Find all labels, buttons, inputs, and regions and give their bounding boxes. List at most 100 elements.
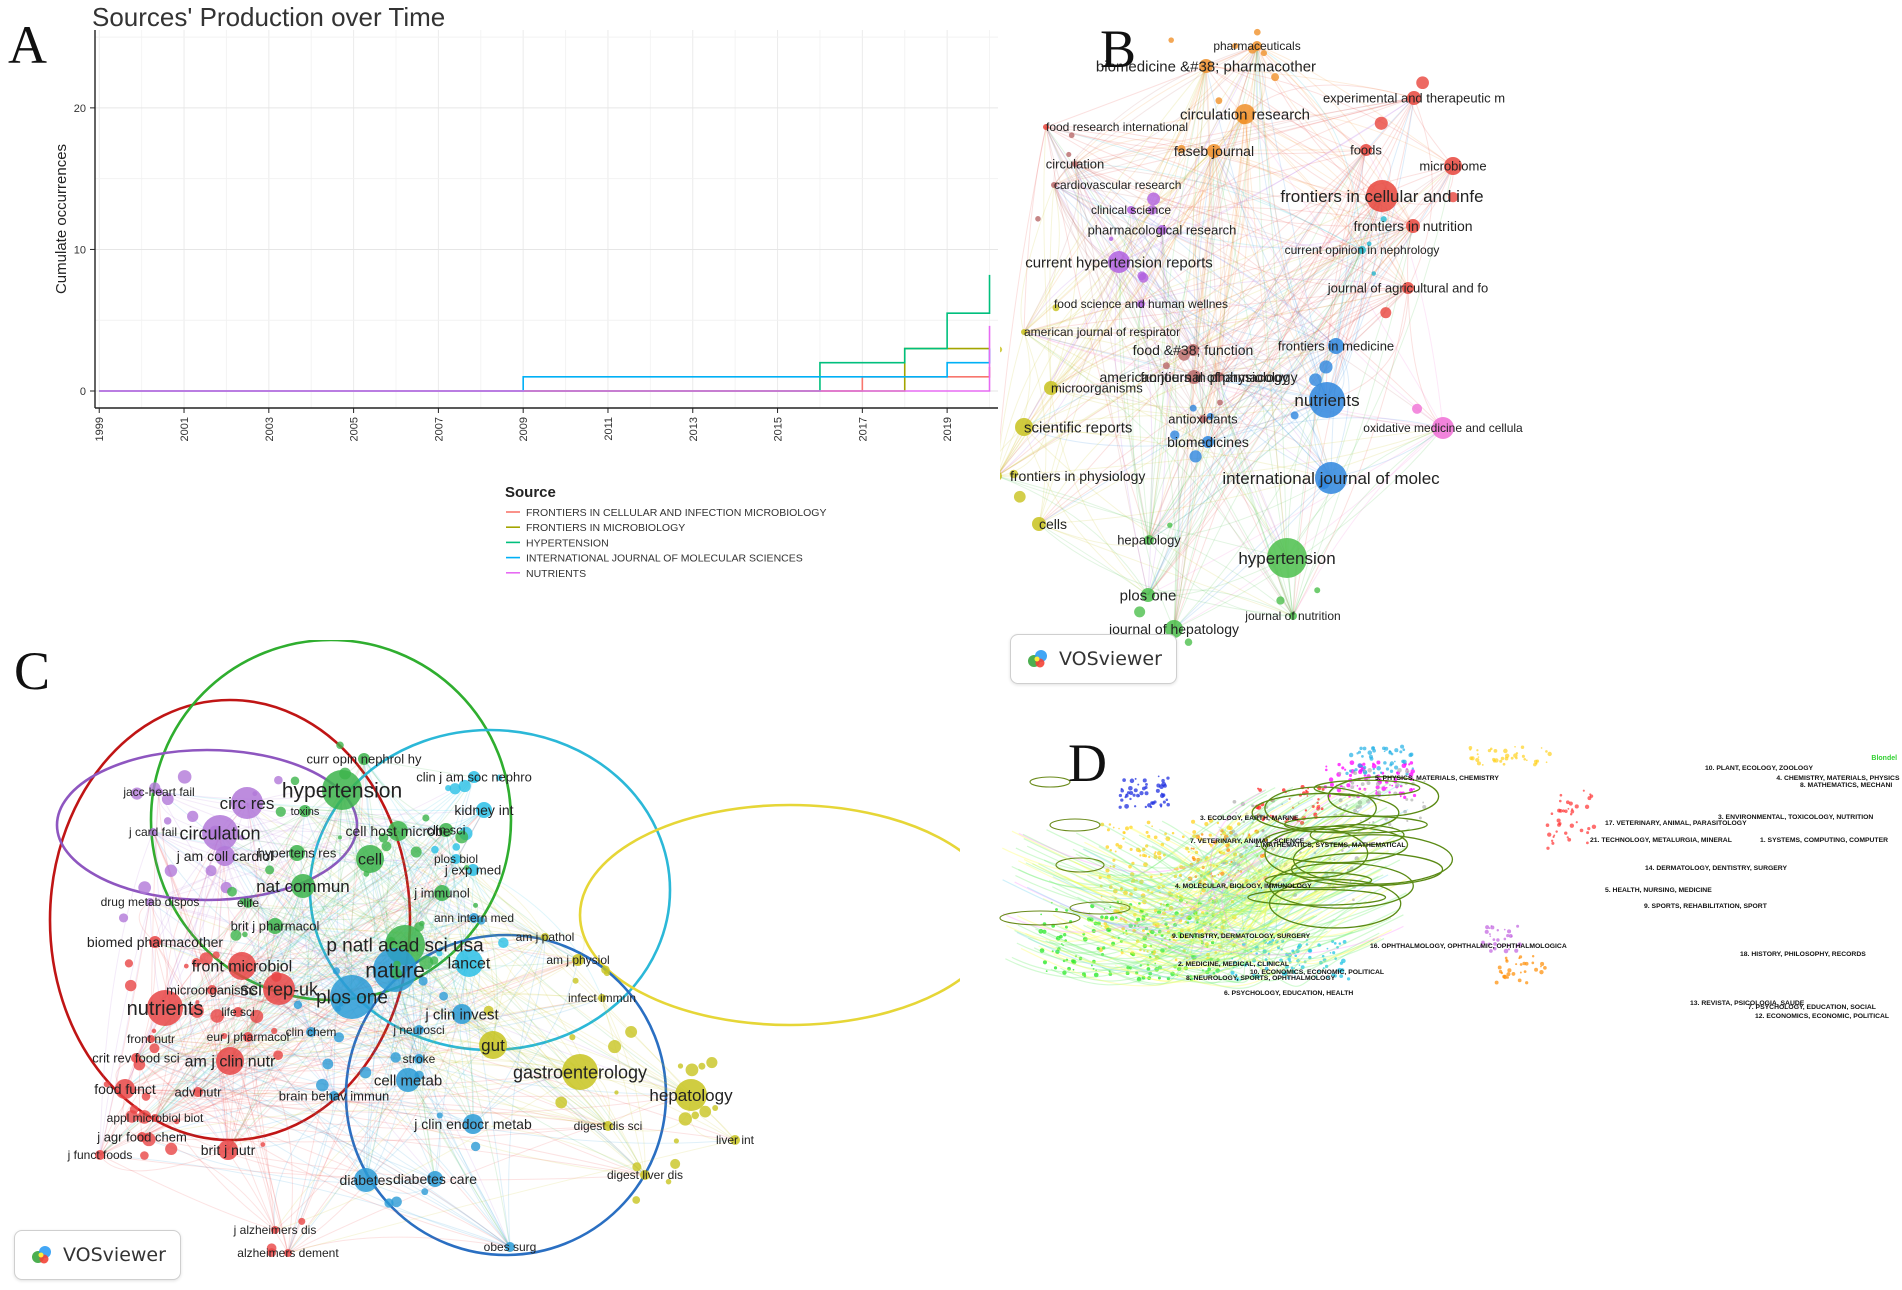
map-point (1150, 891, 1154, 894)
map-label: 2. MEDICINE, MEDICAL, CLINICAL (1178, 961, 1289, 968)
map-point (1093, 921, 1098, 926)
network-edge (1256, 45, 1288, 559)
map-point (1213, 874, 1216, 878)
cluster-ellipse (999, 910, 1081, 926)
map-point (1209, 923, 1213, 926)
map-point (1422, 804, 1427, 810)
map-point (1062, 959, 1066, 963)
map-point (1348, 769, 1352, 773)
map-point (1091, 928, 1096, 934)
map-point (1129, 892, 1133, 897)
map-point (1408, 772, 1414, 778)
citation-flow (1194, 823, 1338, 901)
network-node (354, 1168, 378, 1192)
vosviewer-badge-b: VOSviewer (1010, 634, 1177, 684)
network-node (356, 845, 384, 873)
map-point (1064, 925, 1068, 929)
network-node (1021, 329, 1027, 335)
node-label: oxidative medicine and cellula (1363, 421, 1523, 435)
network-edge (1207, 165, 1454, 443)
network-edge (1023, 426, 1209, 447)
network-edge (149, 789, 343, 903)
map-point (1586, 841, 1589, 845)
map-point (1479, 944, 1483, 948)
network-edge (246, 802, 447, 831)
network-edge (1148, 225, 1414, 541)
map-point (1142, 928, 1145, 932)
network-node (337, 835, 342, 840)
network-edge (459, 962, 474, 1125)
map-point (1236, 862, 1241, 867)
network-edge (141, 1029, 420, 1138)
map-label: 3. ENVIRONMENTAL, TOXICOLOGY, NUTRITION (1718, 814, 1873, 821)
citation-flow (1038, 821, 1263, 963)
node-label: ann intern med (434, 911, 514, 925)
network-edge (302, 885, 475, 928)
map-point (1112, 826, 1115, 829)
network-node (419, 955, 434, 970)
map-point (1189, 907, 1193, 911)
network-node (293, 1000, 303, 1010)
map-point (1339, 785, 1342, 788)
map-point (1176, 974, 1179, 977)
network-edge (492, 936, 546, 1046)
node-label: circulation (1046, 157, 1105, 172)
citation-flow (1145, 889, 1318, 985)
citation-flow (1025, 917, 1282, 973)
map-point (1540, 747, 1543, 749)
network-edge (1140, 150, 1215, 305)
map-point (1162, 853, 1166, 857)
map-point (1484, 929, 1489, 934)
network-edge (219, 832, 406, 946)
map-point (1139, 908, 1145, 914)
citation-flow (1217, 936, 1379, 987)
network-node (115, 1079, 135, 1099)
network-edge (1192, 287, 1409, 351)
map-point (1261, 815, 1266, 820)
network-edge (1160, 229, 1220, 378)
network-edge (363, 758, 447, 831)
map-point (1147, 803, 1152, 808)
network-node (1248, 44, 1257, 54)
map-point (1505, 959, 1509, 963)
map-point (1353, 771, 1358, 775)
map-point (1372, 767, 1375, 771)
network-edge (141, 1109, 609, 1138)
network-node (118, 913, 129, 923)
network-edge (141, 917, 475, 1138)
network-node (1366, 241, 1372, 247)
map-point (1481, 940, 1485, 945)
map-point (1490, 925, 1495, 930)
map-point (1132, 793, 1136, 797)
map-point (1190, 871, 1192, 874)
map-point (1170, 971, 1175, 977)
map-label: Blondel (1871, 755, 1897, 762)
network-edge (1038, 149, 1367, 525)
network-node (1407, 91, 1421, 105)
network-node (1165, 620, 1183, 638)
network-edge (304, 810, 420, 1060)
x-tick-label: 1999 (94, 417, 106, 441)
map-point (1161, 884, 1165, 888)
map-point (1082, 936, 1088, 942)
map-point (1156, 851, 1162, 856)
network-edge (1147, 345, 1337, 596)
network-edge (1023, 184, 1060, 333)
network-edge (1202, 225, 1414, 420)
network-edge (124, 944, 406, 1090)
citation-flow (1114, 849, 1389, 983)
map-point (1294, 954, 1298, 958)
network-node (183, 963, 189, 969)
map-point (1113, 909, 1118, 914)
network-node (496, 774, 503, 781)
map-point (1296, 958, 1300, 963)
map-point (1321, 788, 1325, 791)
network-edge (996, 45, 1258, 477)
network-node (1187, 344, 1199, 356)
map-point (1083, 974, 1087, 978)
citation-flow (1178, 854, 1335, 928)
network-edge (1140, 303, 1328, 401)
network-node (427, 1171, 443, 1187)
citation-flow (1011, 823, 1388, 974)
network-edge (1140, 278, 1409, 305)
